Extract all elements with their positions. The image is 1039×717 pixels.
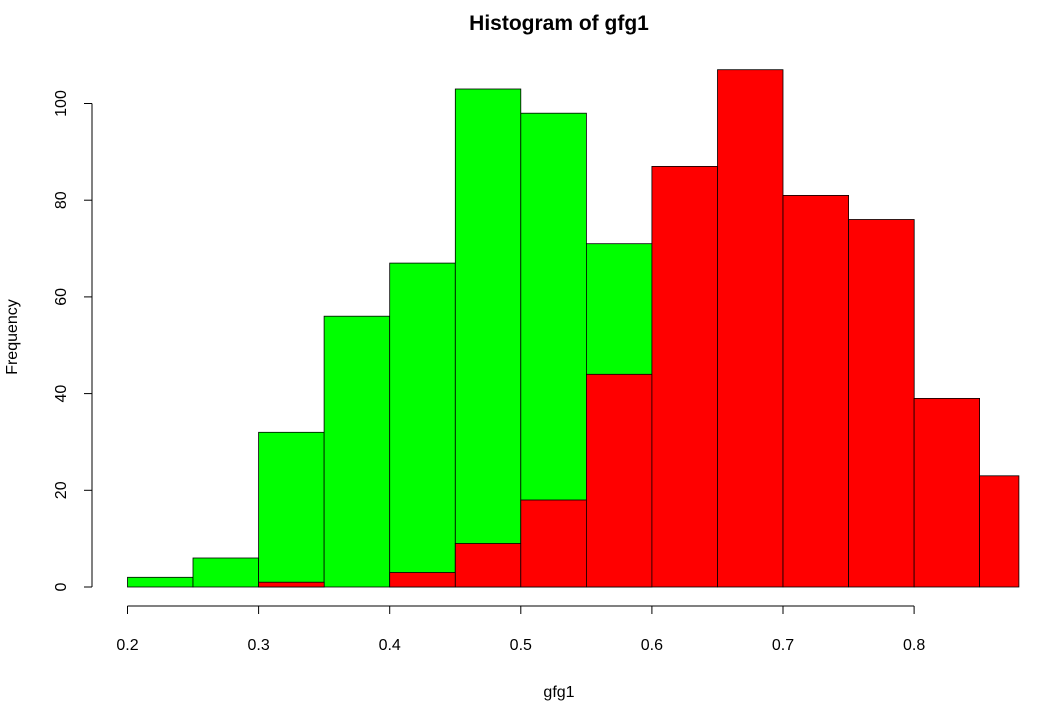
x-tick-label-5: 0.7 bbox=[772, 637, 794, 654]
x-tick-label-6: 0.8 bbox=[903, 637, 925, 654]
bar-series-1-bin-3 bbox=[520, 499, 587, 588]
bar-series-1-bin-7 bbox=[782, 194, 849, 588]
bar-series-0-bin-4 bbox=[389, 262, 456, 588]
x-tick-label-0: 0.2 bbox=[116, 637, 138, 654]
y-tick-label-1: 20 bbox=[53, 481, 70, 499]
bar-series-1-bin-9 bbox=[913, 397, 980, 588]
x-tick-label-3: 0.5 bbox=[510, 637, 532, 654]
x-axis: 0.2 0.3 0.4 0.5 0.6 0.7 0.8 bbox=[116, 605, 925, 654]
bar-series-1-bin-5 bbox=[651, 165, 718, 588]
y-tick-label-3: 60 bbox=[53, 288, 70, 306]
x-tick-label-4: 0.6 bbox=[641, 637, 663, 654]
y-axis: 0 20 40 60 80 100 bbox=[53, 90, 93, 591]
bar-series-1-bin-8 bbox=[848, 219, 915, 588]
bar-series-0-bin-3 bbox=[323, 315, 391, 588]
y-axis-label: Frequency bbox=[4, 299, 21, 375]
bar-series-0-bin-5 bbox=[454, 88, 522, 588]
chart-title: Histogram of gfg1 bbox=[469, 12, 649, 35]
bars-group bbox=[127, 69, 1020, 588]
bar-series-1-bin-2 bbox=[454, 543, 522, 588]
bar-series-1-bin-1 bbox=[389, 572, 456, 588]
bar-series-1-bin-4 bbox=[586, 373, 653, 588]
x-tick-label-2: 0.4 bbox=[379, 637, 401, 654]
bar-series-1-bin-10 bbox=[979, 475, 1020, 588]
bar-series-1-bin-6 bbox=[717, 69, 784, 588]
bar-series-1-bin-0 bbox=[258, 581, 325, 588]
bar-series-0-bin-2 bbox=[258, 431, 325, 588]
bar-series-0-bin-1 bbox=[192, 557, 259, 588]
bar-series-0-bin-0 bbox=[127, 576, 194, 588]
y-tick-label-5: 100 bbox=[53, 90, 70, 117]
y-tick-label-0: 0 bbox=[53, 582, 70, 591]
x-axis-label: gfg1 bbox=[543, 684, 574, 701]
y-tick-label-4: 80 bbox=[53, 191, 70, 209]
x-tick-label-1: 0.3 bbox=[247, 637, 269, 654]
y-tick-label-2: 40 bbox=[53, 385, 70, 403]
